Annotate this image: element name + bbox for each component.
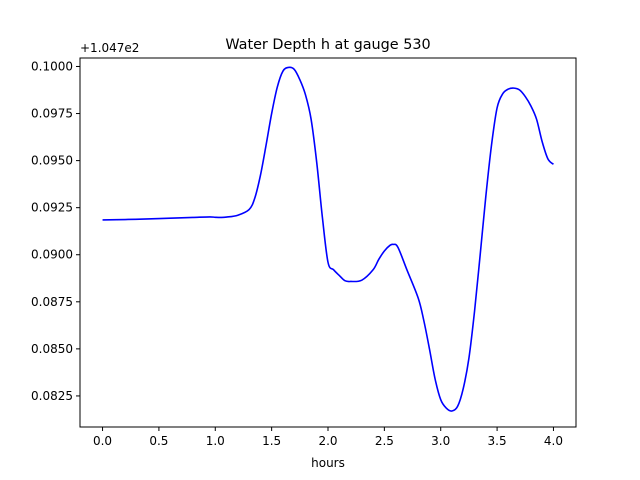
y-tick-label: 0.0950 [31,154,73,168]
y-tick-label: 0.0850 [31,342,73,356]
x-tick-label: 0.5 [149,434,168,448]
y-tick-label: 0.0925 [31,201,73,215]
x-tick-label: 1.0 [206,434,225,448]
x-tick-label: 2.0 [318,434,337,448]
x-tick-label: 3.5 [488,434,507,448]
x-tick-label: 1.5 [262,434,281,448]
y-tick-label: 0.0825 [31,389,73,403]
x-axis: 0.0 0.5 1.0 1.5 2.0 2.5 3.0 3.5 4.0 [93,427,563,448]
series-line [102,66,555,412]
y-offset-label: +1.047e2 [80,41,139,55]
y-tick-label: 0.0975 [31,107,73,121]
y-tick-label: 0.0900 [31,248,73,262]
series-line-layer [102,66,555,412]
x-tick-label: 4.0 [544,434,563,448]
y-tick-label: 0.0875 [31,295,73,309]
x-axis-label: hours [311,456,345,470]
x-tick-label: 0.0 [93,434,112,448]
y-axis: 0.0825 0.0850 0.0875 0.0900 0.0925 0.0950 0.09… [31,59,80,403]
x-tick-label: 2.5 [375,434,394,448]
y-tick-label: 0.1000 [31,59,73,73]
x-tick-label: 3.0 [431,434,450,448]
chart-title: Water Depth h at gauge 530 [225,37,430,53]
